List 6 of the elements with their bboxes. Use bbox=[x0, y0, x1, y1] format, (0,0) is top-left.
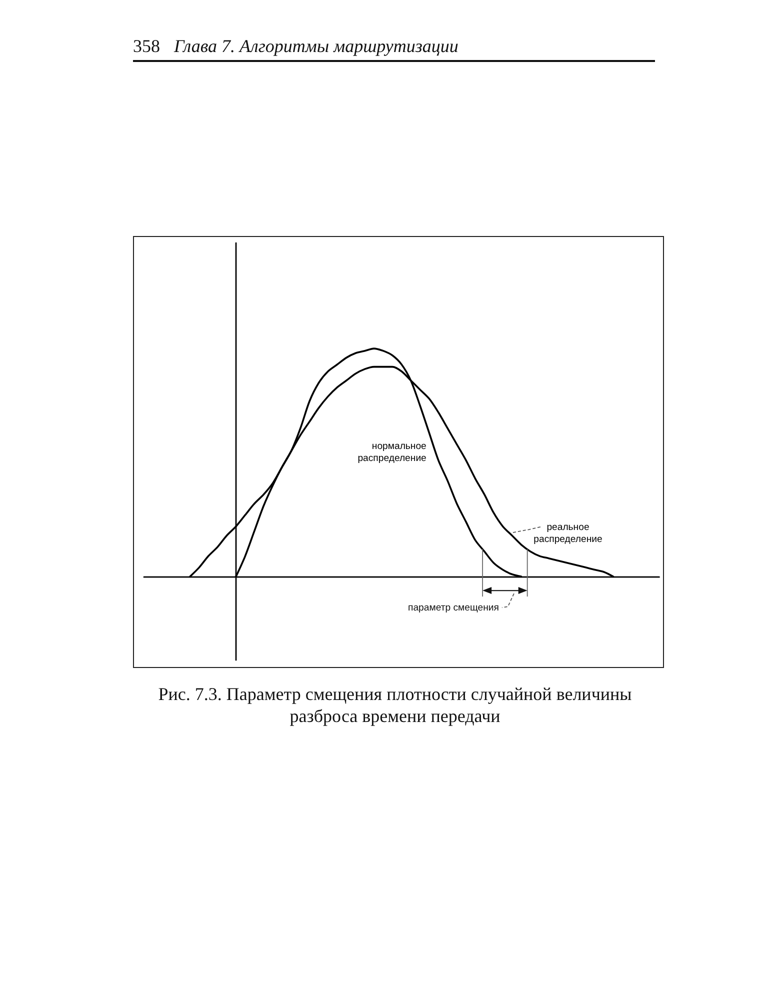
text: параметр смещения bbox=[408, 602, 499, 614]
text: Глава 7. Алгоритмы маршрутизации bbox=[174, 36, 458, 56]
text: Рис. 7.3. Параметр смещения плотности случайной величины разброса времени передачи bbox=[157, 683, 633, 727]
series-label: нормальное распределение bbox=[358, 440, 426, 464]
series-label: реальное распределение bbox=[534, 522, 602, 546]
text: 358 bbox=[133, 36, 160, 56]
